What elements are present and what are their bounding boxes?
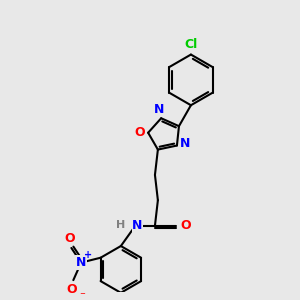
Text: N: N xyxy=(76,256,86,269)
Text: ⁻: ⁻ xyxy=(79,291,85,300)
Text: O: O xyxy=(134,126,145,139)
Text: H: H xyxy=(116,220,126,230)
Text: O: O xyxy=(181,219,191,232)
Text: N: N xyxy=(132,219,142,232)
Text: N: N xyxy=(179,137,190,150)
Text: N: N xyxy=(154,103,164,116)
Text: O: O xyxy=(64,232,75,245)
Text: Cl: Cl xyxy=(184,38,197,51)
Text: O: O xyxy=(66,284,77,296)
Text: +: + xyxy=(84,250,92,260)
